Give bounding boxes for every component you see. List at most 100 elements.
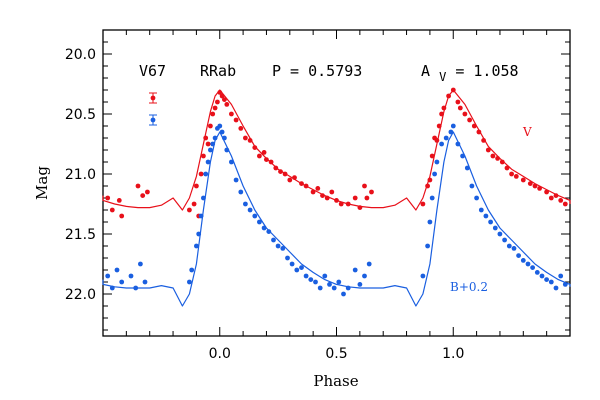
data-point-v xyxy=(109,207,115,213)
data-point-v xyxy=(446,93,451,99)
x-tick-label: 1.0 xyxy=(442,346,464,362)
data-point-b xyxy=(266,229,272,235)
data-point-v xyxy=(520,177,526,183)
data-point-v xyxy=(135,183,141,189)
data-point-v xyxy=(334,198,339,203)
data-point-v xyxy=(268,159,274,165)
model-curve-b xyxy=(102,131,571,307)
data-point-b xyxy=(469,183,475,189)
data-point-v xyxy=(320,193,325,199)
data-point-v xyxy=(233,117,239,123)
data-point-v xyxy=(562,201,568,207)
y-tick-label: 20.5 xyxy=(65,107,96,123)
data-point-v xyxy=(362,183,367,189)
data-point-b xyxy=(187,279,192,285)
data-point-v xyxy=(495,156,500,161)
data-point-b xyxy=(257,219,262,225)
data-point-b xyxy=(432,171,437,177)
data-point-v xyxy=(201,153,206,159)
data-point-v xyxy=(247,138,253,143)
data-point-v xyxy=(217,90,223,95)
data-point-v xyxy=(357,205,363,211)
data-point-b xyxy=(252,213,258,219)
data-point-v xyxy=(119,213,125,219)
data-point-v xyxy=(194,183,199,189)
data-point-v xyxy=(187,207,192,213)
data-point-b xyxy=(322,273,328,279)
data-point-v xyxy=(345,201,351,207)
data-point-b xyxy=(544,277,549,282)
data-point-b xyxy=(341,291,346,297)
axis-tick-labels: 0.0 0.5 1.0 20.0 20.5 21.0 21.5 22.0 xyxy=(65,47,465,362)
data-point-b xyxy=(357,282,363,287)
data-point-v xyxy=(364,195,370,201)
data-point-b xyxy=(194,243,199,249)
y-tick-label: 22.0 xyxy=(65,287,96,303)
data-point-b xyxy=(506,243,512,249)
period-label: P = 0.5793 xyxy=(272,62,362,80)
data-point-b xyxy=(534,270,540,275)
data-point-v xyxy=(504,165,510,171)
data-point-b xyxy=(247,207,253,213)
data-point-b xyxy=(562,282,568,287)
data-point-b xyxy=(271,237,276,243)
y-axis-label: Mag xyxy=(33,166,51,200)
data-point-b xyxy=(294,267,300,273)
data-point-b xyxy=(196,231,202,237)
data-point-v xyxy=(513,174,519,179)
data-point-b xyxy=(280,246,286,251)
data-point-b xyxy=(492,225,498,231)
data-point-b xyxy=(222,135,227,141)
data-point-b xyxy=(464,165,470,171)
data-point-b xyxy=(238,189,244,195)
data-point-b xyxy=(474,195,479,201)
data-point-b xyxy=(497,231,503,237)
data-point-v xyxy=(303,183,309,189)
data-point-v xyxy=(425,183,430,189)
axis-ticks xyxy=(103,30,570,336)
data-point-b xyxy=(478,207,484,213)
data-point-b xyxy=(219,129,225,135)
data-point-v xyxy=(140,193,146,199)
data-point-v xyxy=(476,129,482,135)
data-point-b xyxy=(285,255,290,261)
amplitude-prefix: A xyxy=(421,62,430,80)
data-point-b xyxy=(420,273,426,279)
x-tick-label: 0.0 xyxy=(209,346,231,362)
data-point-v xyxy=(527,181,533,187)
data-point-b xyxy=(217,123,223,129)
data-point-b xyxy=(460,153,465,159)
v-error-bar xyxy=(149,92,157,104)
data-point-b xyxy=(439,141,444,147)
data-point-b xyxy=(352,267,358,273)
data-point-b xyxy=(345,285,351,291)
data-point-b xyxy=(327,282,332,287)
y-tick-label: 21.5 xyxy=(65,227,96,243)
data-point-v xyxy=(287,177,293,183)
data-point-b xyxy=(455,141,461,147)
data-point-v xyxy=(471,123,477,129)
data-point-v xyxy=(457,105,463,111)
data-point-v xyxy=(210,111,216,117)
data-point-b xyxy=(114,267,120,273)
data-point-b xyxy=(133,285,139,291)
data-point-v xyxy=(203,135,209,141)
data-point-b xyxy=(488,219,493,225)
data-point-b xyxy=(317,285,323,291)
data-point-b xyxy=(429,195,435,201)
data-point-v xyxy=(229,111,234,117)
b-error-bar xyxy=(149,114,157,126)
data-point-v xyxy=(264,157,269,163)
data-point-v xyxy=(532,183,538,189)
series-label-b: B+0.2 xyxy=(450,280,488,294)
data-point-b xyxy=(516,253,521,258)
data-point-b xyxy=(443,135,449,141)
data-point-v xyxy=(481,138,486,143)
data-point-b xyxy=(525,261,531,267)
variable-type-label: RRab xyxy=(200,62,236,80)
data-point-v xyxy=(462,111,468,117)
amplitude-label: A V = 1.058 xyxy=(421,62,519,85)
series-label-v: V xyxy=(522,125,532,139)
data-point-b xyxy=(450,123,456,129)
